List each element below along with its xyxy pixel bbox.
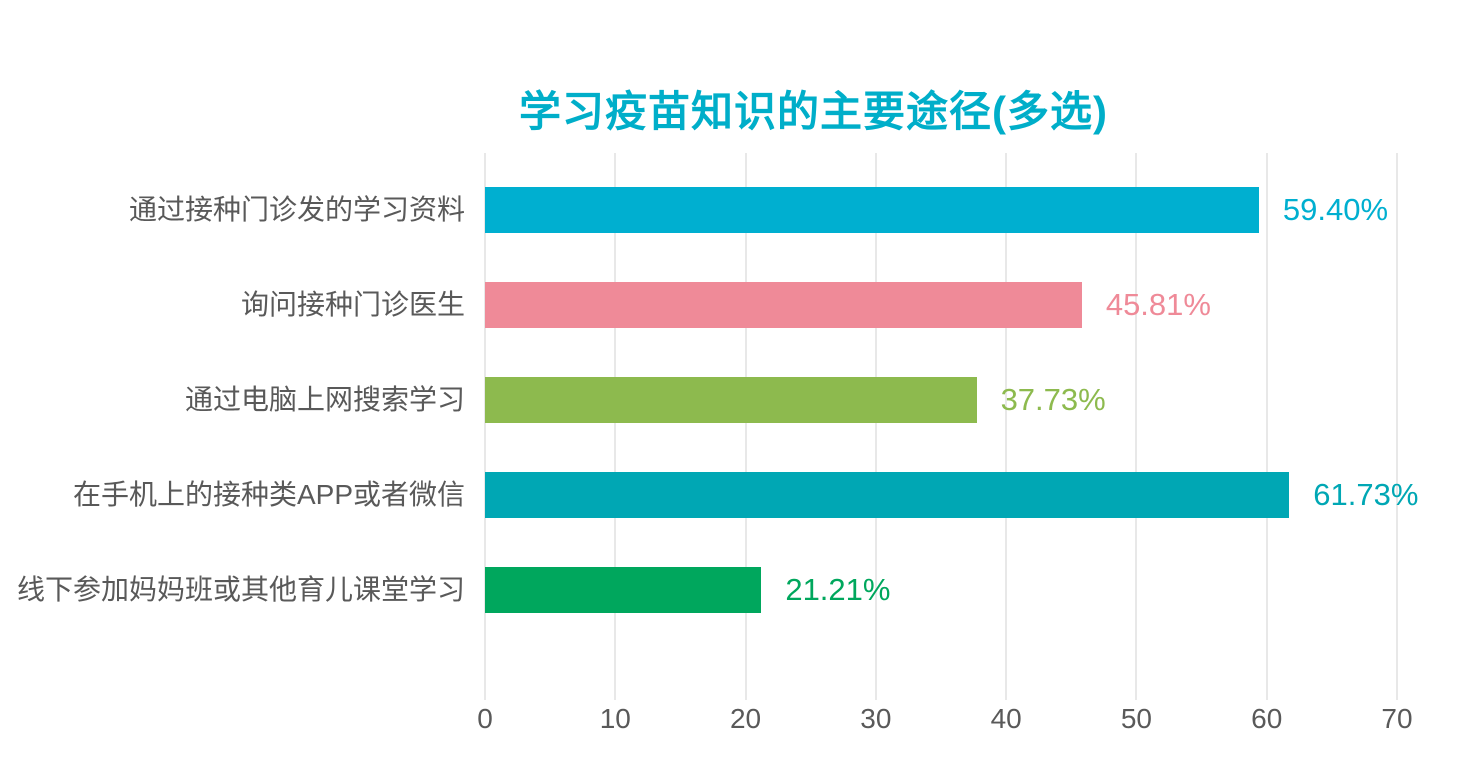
bar [485, 472, 1290, 518]
x-tick-label: 30 [860, 703, 892, 734]
x-tick-label: 10 [599, 703, 631, 734]
x-tick-label: 60 [1251, 703, 1283, 734]
plot-area: 59.40% 45.81% 37.73% 61.73% 21.21% [484, 153, 1418, 700]
gridline-x-10 [614, 153, 617, 700]
x-tick-label: 70 [1381, 703, 1413, 734]
bar-value-label: 37.73% [1000, 382, 1106, 417]
bar-row: 21.21% [485, 567, 1397, 613]
gridline-x-30 [874, 153, 877, 700]
category-label: 通过接种门诊发的学习资料 [128, 194, 465, 225]
category-label: 在手机上的接种类APP或者微信 [72, 479, 465, 510]
category-label: 询问接种门诊医生 [240, 289, 465, 320]
category-label: 通过电脑上网搜索学习 [184, 384, 465, 415]
x-tick-label: 0 [477, 703, 493, 734]
category-axis: 通过接种门诊发的学习资料询问接种门诊医生通过电脑上网搜索学习在手机上的接种类AP… [0, 153, 485, 700]
gridline-x-40 [1005, 153, 1008, 700]
bar-value-label: 61.73% [1313, 477, 1419, 512]
bar [485, 187, 1259, 233]
x-tick-label: 40 [990, 703, 1022, 734]
gridline-x-70 [1396, 153, 1398, 700]
gridline-x-60 [1265, 153, 1268, 700]
bar-row: 37.73% [485, 377, 1397, 423]
x-tick-label: 50 [1120, 703, 1152, 734]
bars-layer: 59.40% 45.81% 37.73% 61.73% 21.21% [485, 153, 1418, 700]
bar-row: 45.81% [485, 282, 1397, 328]
gridline-x-0 [484, 153, 486, 700]
category-label: 线下参加妈妈班或其他育儿课堂学习 [16, 574, 465, 605]
bar-value-label: 59.40% [1282, 192, 1389, 227]
chart-title: 学习疫苗知识的主要途径(多选) [519, 88, 1108, 135]
bar [485, 377, 977, 423]
bar-row: 61.73% [485, 472, 1418, 518]
bar-value-label: 21.21% [785, 572, 891, 607]
bar-value-label: 45.81% [1105, 287, 1211, 322]
gridline-x-50 [1135, 153, 1138, 700]
bar-row: 59.40% [485, 187, 1397, 233]
bar [485, 282, 1082, 328]
gridline-x-20 [744, 153, 747, 700]
bar [485, 567, 762, 613]
x-axis: 0 10 20 30 40 50 60 70 [477, 703, 1412, 743]
x-tick-label: 20 [729, 703, 762, 734]
